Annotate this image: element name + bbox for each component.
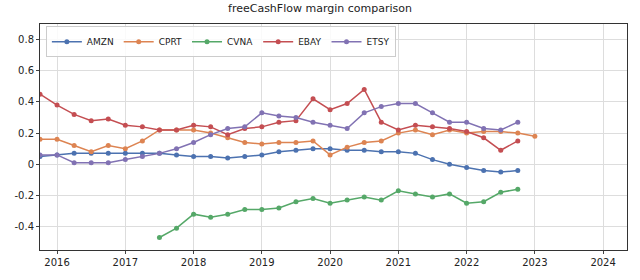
svg-text:0.2: 0.2: [18, 128, 34, 139]
svg-text:CPRT: CPRT: [159, 37, 182, 47]
svg-text:freeCashFlow margin comparison: freeCashFlow margin comparison: [228, 2, 412, 15]
svg-text:2022: 2022: [454, 257, 479, 268]
svg-text:EBAY: EBAY: [298, 37, 321, 47]
svg-text:2016: 2016: [44, 257, 69, 268]
svg-text:2021: 2021: [386, 257, 411, 268]
svg-text:2020: 2020: [317, 257, 342, 268]
svg-text:2017: 2017: [113, 257, 138, 268]
svg-text:0.6: 0.6: [18, 65, 34, 76]
svg-text:0: 0: [28, 159, 34, 170]
svg-text:0.4: 0.4: [18, 96, 34, 107]
svg-text:CVNA: CVNA: [227, 37, 253, 47]
svg-text:2019: 2019: [249, 257, 274, 268]
svg-text:2018: 2018: [181, 257, 206, 268]
svg-text:2023: 2023: [522, 257, 547, 268]
svg-text:-0.4: -0.4: [14, 221, 34, 232]
svg-text:0.8: 0.8: [18, 34, 34, 45]
svg-text:-0.2: -0.2: [14, 190, 34, 201]
svg-text:2024: 2024: [590, 257, 615, 268]
svg-text:AMZN: AMZN: [87, 37, 114, 47]
svg-text:ETSY: ETSY: [367, 37, 390, 47]
